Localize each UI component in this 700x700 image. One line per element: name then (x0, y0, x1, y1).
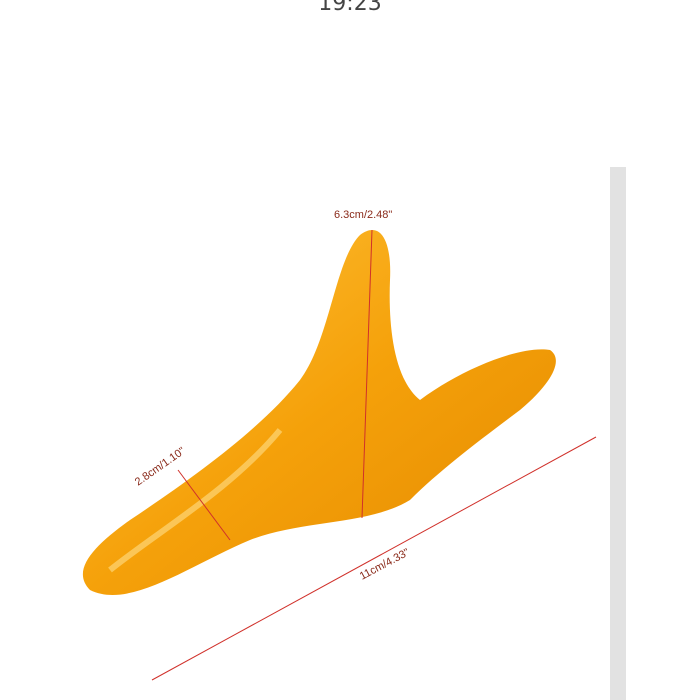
width-dimension-line (177, 469, 231, 541)
height-dimension-line (361, 229, 373, 519)
length-label: 11cm/4.33" (358, 546, 412, 582)
width-label: 2.8cm/1.10" (133, 445, 188, 488)
length-dimension-line (151, 436, 597, 681)
status-time: 19:23 (318, 0, 382, 16)
scrollbar[interactable] (610, 167, 626, 700)
height-label: 6.3cm/2.48" (334, 209, 392, 221)
